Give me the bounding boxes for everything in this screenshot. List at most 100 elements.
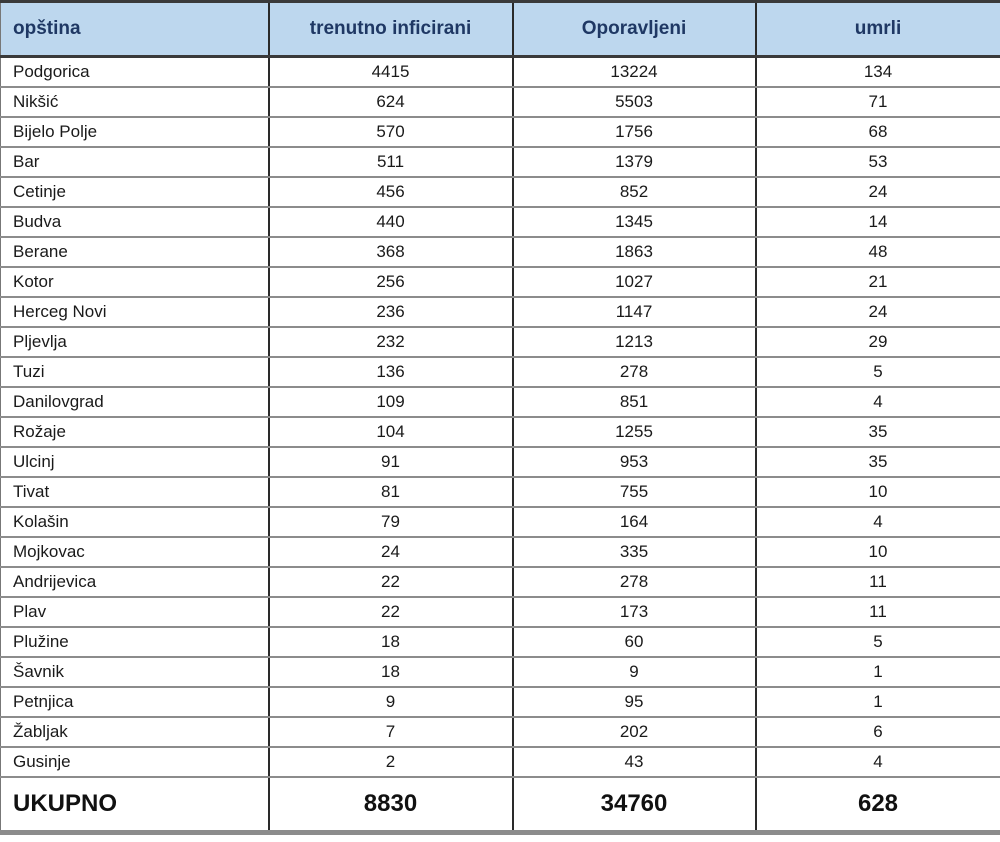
value-cell: 134 — [755, 56, 1000, 88]
table-row: Herceg Novi 236 1147 24 — [0, 296, 1000, 328]
header-row: opština trenutno inficirani Oporavljeni … — [0, 1, 1000, 58]
value-cell: 81 — [268, 476, 514, 508]
value-cell: 511 — [268, 146, 514, 178]
value-cell: 368 — [268, 236, 514, 268]
value-cell: 48 — [755, 236, 1000, 268]
value-cell: 1345 — [512, 206, 757, 238]
value-cell: 43 — [512, 746, 757, 778]
municipality-name: Šavnik — [0, 656, 270, 688]
value-cell: 236 — [268, 296, 514, 328]
municipality-name: Danilovgrad — [0, 386, 270, 418]
value-cell: 755 — [512, 476, 757, 508]
table-row: Gusinje 2 43 4 — [0, 746, 1000, 778]
value-cell: 13224 — [512, 56, 757, 88]
municipality-name: Rožaje — [0, 416, 270, 448]
column-header-opstina: opština — [0, 1, 270, 58]
value-cell: 164 — [512, 506, 757, 538]
value-cell: 21 — [755, 266, 1000, 298]
value-cell: 2 — [268, 746, 514, 778]
value-cell: 14 — [755, 206, 1000, 238]
value-cell: 5503 — [512, 86, 757, 118]
table-row: Kolašin 79 164 4 — [0, 506, 1000, 538]
value-cell: 6 — [755, 716, 1000, 748]
municipality-name: Andrijevica — [0, 566, 270, 598]
value-cell: 440 — [268, 206, 514, 238]
table-row: Petnjica 9 95 1 — [0, 686, 1000, 718]
table-row: Pljevlja 232 1213 29 — [0, 326, 1000, 358]
value-cell: 202 — [512, 716, 757, 748]
municipality-name: Plav — [0, 596, 270, 628]
table-row: Berane 368 1863 48 — [0, 236, 1000, 268]
table-row: Rožaje 104 1255 35 — [0, 416, 1000, 448]
table-row: Bijelo Polje 570 1756 68 — [0, 116, 1000, 148]
value-cell: 5 — [755, 356, 1000, 388]
municipality-name: Nikšić — [0, 86, 270, 118]
value-cell: 4415 — [268, 56, 514, 88]
table-body: Podgorica 4415 13224 134 Nikšić 624 5503 71 Bije… — [0, 56, 1000, 778]
value-cell: 29 — [755, 326, 1000, 358]
value-cell: 1756 — [512, 116, 757, 148]
value-cell: 53 — [755, 146, 1000, 178]
value-cell: 24 — [755, 296, 1000, 328]
total-trenutno-inficirani: 8830 — [268, 776, 514, 833]
value-cell: 570 — [268, 116, 514, 148]
municipality-name: Tivat — [0, 476, 270, 508]
value-cell: 456 — [268, 176, 514, 208]
value-cell: 278 — [512, 566, 757, 598]
municipality-name: Bijelo Polje — [0, 116, 270, 148]
total-label: UKUPNO — [0, 776, 270, 833]
value-cell: 4 — [755, 506, 1000, 538]
table-row: Plužine 18 60 5 — [0, 626, 1000, 658]
value-cell: 953 — [512, 446, 757, 478]
value-cell: 136 — [268, 356, 514, 388]
table-row: Žabljak 7 202 6 — [0, 716, 1000, 748]
value-cell: 256 — [268, 266, 514, 298]
value-cell: 7 — [268, 716, 514, 748]
table-row: Plav 22 173 11 — [0, 596, 1000, 628]
value-cell: 278 — [512, 356, 757, 388]
value-cell: 5 — [755, 626, 1000, 658]
table-row: Mojkovac 24 335 10 — [0, 536, 1000, 568]
value-cell: 1213 — [512, 326, 757, 358]
total-row: UKUPNO 8830 34760 628 — [0, 776, 1000, 833]
table-row: Tivat 81 755 10 — [0, 476, 1000, 508]
value-cell: 1863 — [512, 236, 757, 268]
municipality-name: Kotor — [0, 266, 270, 298]
municipality-name: Budva — [0, 206, 270, 238]
column-header-trenutno-inficirani: trenutno inficirani — [268, 1, 514, 58]
column-header-umrli: umrli — [755, 1, 1000, 58]
municipality-name: Berane — [0, 236, 270, 268]
table-row: Bar 511 1379 53 — [0, 146, 1000, 178]
table-row: Nikšić 624 5503 71 — [0, 86, 1000, 118]
value-cell: 852 — [512, 176, 757, 208]
table-row: Danilovgrad 109 851 4 — [0, 386, 1000, 418]
table-row: Kotor 256 1027 21 — [0, 266, 1000, 298]
value-cell: 10 — [755, 476, 1000, 508]
value-cell: 79 — [268, 506, 514, 538]
total-umrli: 628 — [857, 789, 899, 817]
table-row: Budva 440 1345 14 — [0, 206, 1000, 238]
value-cell: 11 — [755, 566, 1000, 598]
value-cell: 91 — [268, 446, 514, 478]
municipality-name: Herceg Novi — [0, 296, 270, 328]
municipality-name: Gusinje — [0, 746, 270, 778]
value-cell: 4 — [755, 386, 1000, 418]
value-cell: 22 — [268, 596, 514, 628]
municipality-name: Bar — [0, 146, 270, 178]
value-cell: 24 — [268, 536, 514, 568]
municipality-name: Cetinje — [0, 176, 270, 208]
table-row: Šavnik 18 9 1 — [0, 656, 1000, 688]
value-cell: 1147 — [512, 296, 757, 328]
municipality-name: Petnjica — [0, 686, 270, 718]
value-cell: 35 — [755, 416, 1000, 448]
value-cell: 71 — [755, 86, 1000, 118]
value-cell: 9 — [512, 656, 757, 688]
value-cell: 18 — [268, 656, 514, 688]
value-cell: 851 — [512, 386, 757, 418]
table-row: Andrijevica 22 278 11 — [0, 566, 1000, 598]
table-row: Cetinje 456 852 24 — [0, 176, 1000, 208]
municipality-name: Tuzi — [0, 356, 270, 388]
value-cell: 10 — [755, 536, 1000, 568]
value-cell: 109 — [268, 386, 514, 418]
